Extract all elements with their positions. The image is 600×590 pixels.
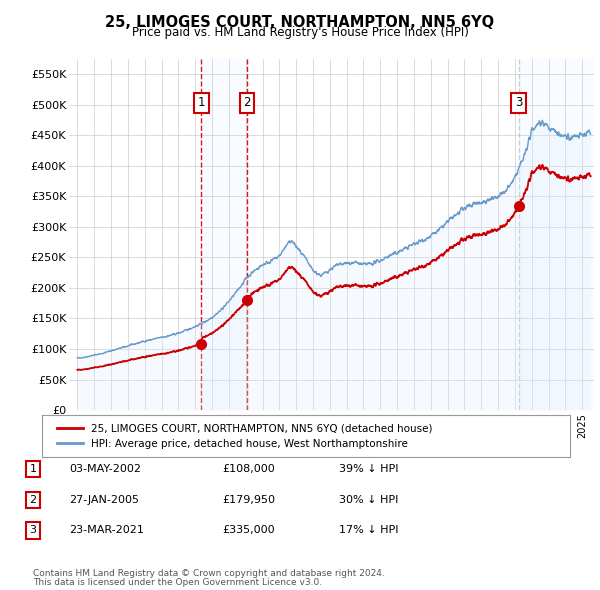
Text: 03-MAY-2002: 03-MAY-2002 xyxy=(69,464,141,474)
Text: 2: 2 xyxy=(29,495,37,504)
Bar xyxy=(518,59,594,410)
Text: 1: 1 xyxy=(29,464,37,474)
Bar xyxy=(202,59,247,410)
Text: 3: 3 xyxy=(515,96,523,109)
Text: 17% ↓ HPI: 17% ↓ HPI xyxy=(339,526,398,535)
Text: £108,000: £108,000 xyxy=(222,464,275,474)
Text: 2: 2 xyxy=(243,96,251,109)
Text: 25, LIMOGES COURT, NORTHAMPTON, NN5 6YQ: 25, LIMOGES COURT, NORTHAMPTON, NN5 6YQ xyxy=(106,15,494,30)
Text: This data is licensed under the Open Government Licence v3.0.: This data is licensed under the Open Gov… xyxy=(33,578,322,587)
Text: £179,950: £179,950 xyxy=(222,495,275,504)
Text: 1: 1 xyxy=(197,96,205,109)
Text: Price paid vs. HM Land Registry's House Price Index (HPI): Price paid vs. HM Land Registry's House … xyxy=(131,26,469,39)
Text: 30% ↓ HPI: 30% ↓ HPI xyxy=(339,495,398,504)
Text: 3: 3 xyxy=(29,526,37,535)
Text: £335,000: £335,000 xyxy=(222,526,275,535)
Text: 39% ↓ HPI: 39% ↓ HPI xyxy=(339,464,398,474)
Text: 23-MAR-2021: 23-MAR-2021 xyxy=(69,526,144,535)
Text: 27-JAN-2005: 27-JAN-2005 xyxy=(69,495,139,504)
Legend: 25, LIMOGES COURT, NORTHAMPTON, NN5 6YQ (detached house), HPI: Average price, de: 25, LIMOGES COURT, NORTHAMPTON, NN5 6YQ … xyxy=(52,419,437,453)
Text: Contains HM Land Registry data © Crown copyright and database right 2024.: Contains HM Land Registry data © Crown c… xyxy=(33,569,385,578)
